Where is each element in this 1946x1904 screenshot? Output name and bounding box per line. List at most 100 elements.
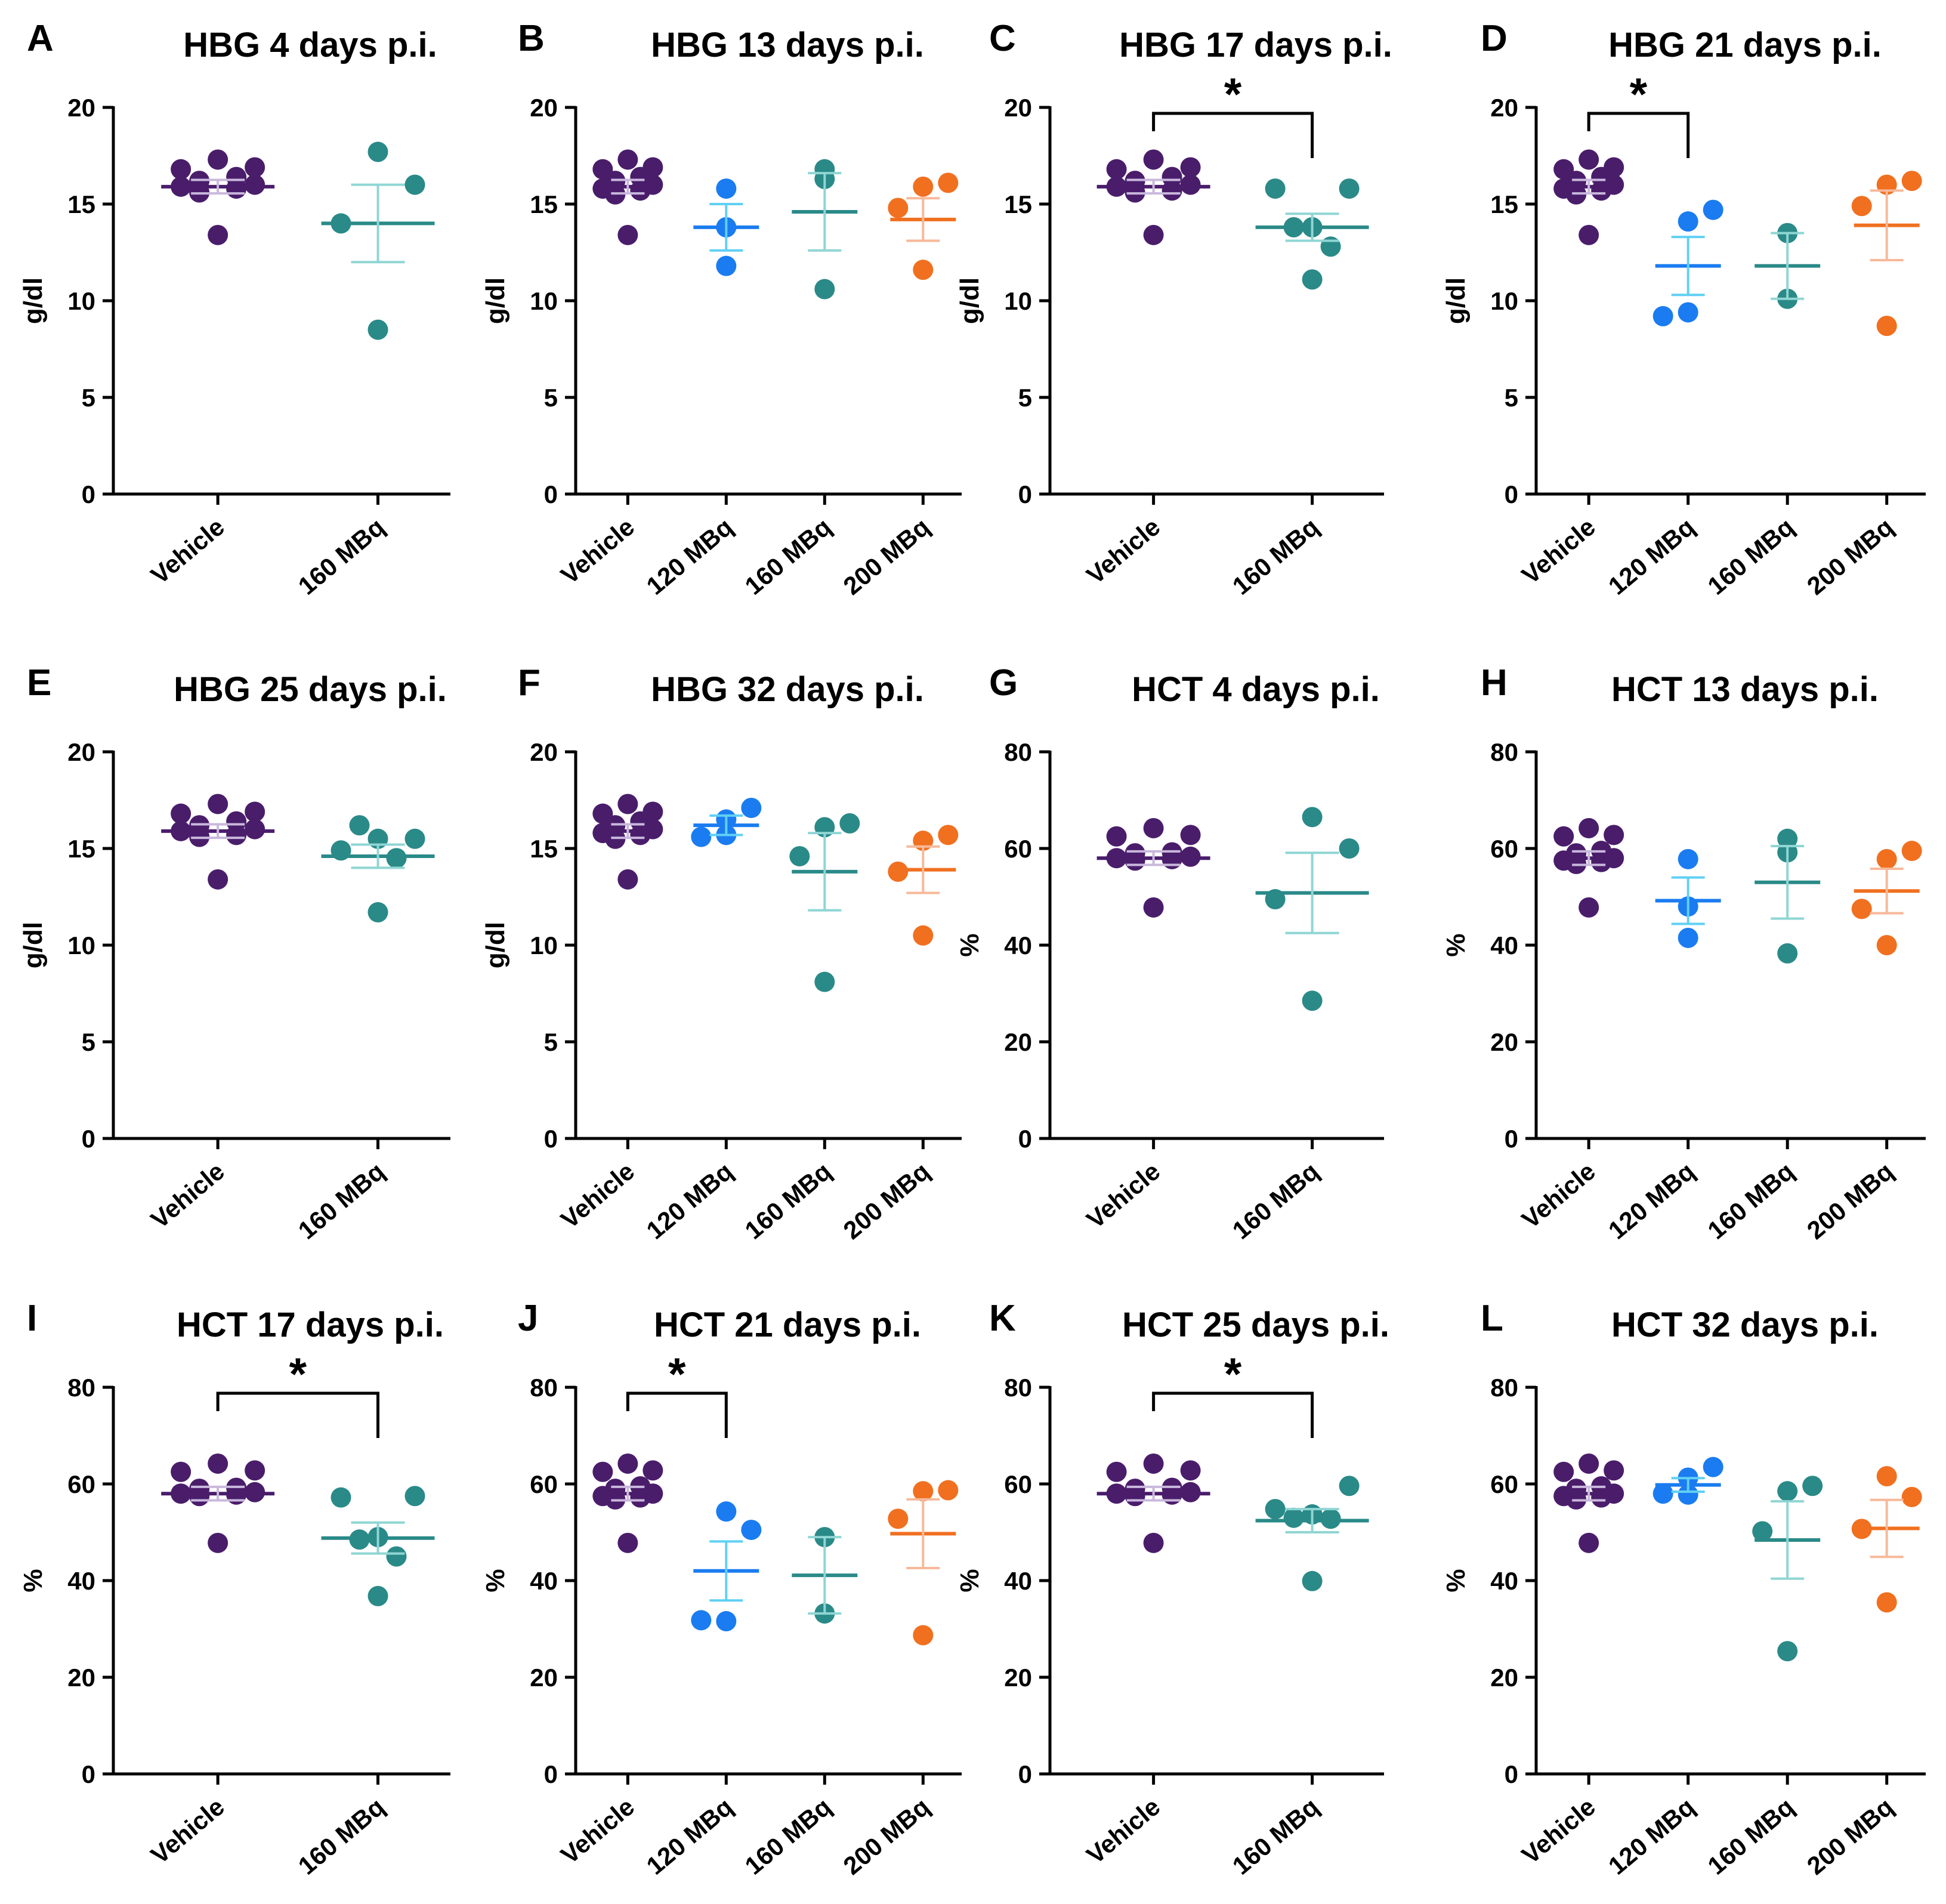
y-tick-label: 20 <box>1004 1664 1032 1692</box>
data-point <box>1566 1479 1587 1499</box>
panel-title: HBG 21 days p.i. <box>1608 26 1882 64</box>
y-tick-label: 80 <box>1004 1374 1032 1402</box>
x-tick-label: 160 MBq <box>740 1157 837 1245</box>
data-point <box>1876 935 1897 955</box>
x-tick-label: Vehicle <box>1516 513 1601 590</box>
data-point <box>171 1461 191 1482</box>
data-point <box>716 255 737 276</box>
y-tick-label: 0 <box>82 480 95 508</box>
x-tick-label: Vehicle <box>146 1792 230 1869</box>
data-point <box>1320 236 1341 257</box>
y-tick-label: 0 <box>1505 480 1518 508</box>
panel-label: K <box>989 1298 1016 1339</box>
y-tick-label: 5 <box>82 1028 95 1056</box>
x-tick-label: Vehicle <box>1516 1792 1601 1869</box>
series-160-mbq <box>321 141 435 340</box>
data-point <box>367 319 388 340</box>
series-vehicle <box>161 1453 275 1553</box>
panel-J: J HCT 21 days p.i. 0 20 40 60 80% Vehicle 120 MB… <box>481 1298 962 1880</box>
x-tick-label: 200 MBq <box>838 1157 935 1245</box>
data-point <box>1579 897 1599 918</box>
data-point <box>1851 196 1872 217</box>
x-tick-label: 120 MBq <box>641 1792 739 1880</box>
panel-title: HCT 17 days p.i. <box>177 1306 444 1344</box>
y-tick-label: 40 <box>1490 1567 1518 1595</box>
data-point <box>814 279 835 300</box>
significance-star: * <box>668 1349 686 1400</box>
bracket-line <box>1152 112 1314 158</box>
series-200-mbq <box>1851 841 1922 955</box>
data-point <box>367 902 388 922</box>
x-tick-label: 120 MBq <box>641 513 739 600</box>
panel-title: HBG 32 days p.i. <box>651 670 924 709</box>
series-160-mbq <box>1755 223 1821 309</box>
panel-label: B <box>518 18 545 59</box>
data-point <box>617 794 638 814</box>
data-point <box>1302 1570 1323 1591</box>
data-point <box>913 925 934 946</box>
x-tick-label: Vehicle <box>146 1157 230 1234</box>
y-tick-label: 20 <box>67 738 95 766</box>
data-point <box>1579 224 1599 245</box>
x-tick-label: 160 MBq <box>293 513 390 600</box>
panel-E: E HBG 25 days p.i. 0 5 10 15 20 g/dl Vehicle 160 … <box>18 662 450 1245</box>
x-tick-label: 160 MBq <box>1702 1157 1799 1245</box>
y-axis-label: g/dl <box>18 277 48 324</box>
series-200-mbq <box>1851 1466 1922 1613</box>
data-point <box>617 149 638 170</box>
data-point <box>1678 927 1698 948</box>
x-tick-label: Vehicle <box>1081 513 1165 590</box>
panel-F: F HBG 32 days p.i. 0 5 10 15 20 g/dl Vehicle 120 … <box>481 662 962 1245</box>
data-point <box>1339 178 1360 199</box>
data-point <box>171 159 191 180</box>
data-point <box>691 826 712 847</box>
data-point <box>1339 1476 1360 1496</box>
data-point <box>367 141 388 162</box>
y-tick-label: 15 <box>1490 190 1518 218</box>
data-point <box>1777 1641 1798 1662</box>
data-point <box>888 1508 909 1529</box>
series-vehicle <box>1096 149 1210 245</box>
y-axis-label: g/dl <box>18 922 48 968</box>
x-tick-label: Vehicle <box>1081 1157 1165 1234</box>
data-point <box>1283 1507 1304 1528</box>
data-point <box>1579 1453 1599 1474</box>
data-point <box>1901 171 1922 192</box>
data-point <box>716 178 737 199</box>
panel-G: G HCT 4 days p.i. 0 20 40 60 80% Vehicle 160 MBq <box>955 662 1384 1245</box>
series-120-mbq <box>691 1501 762 1632</box>
data-point <box>189 1479 210 1499</box>
y-tick-label: 5 <box>544 1028 558 1056</box>
data-point <box>1678 848 1698 869</box>
data-point <box>1604 157 1624 178</box>
y-tick-label: 40 <box>67 1567 95 1595</box>
y-tick-label: 5 <box>1018 384 1032 412</box>
y-tick-label: 10 <box>67 931 95 959</box>
y-tick-label: 60 <box>67 1470 95 1498</box>
y-tick-label: 80 <box>1490 1374 1518 1402</box>
data-point <box>1143 1453 1164 1474</box>
data-point <box>1652 1483 1673 1504</box>
y-tick-label: 5 <box>1505 384 1518 412</box>
data-point <box>938 172 959 193</box>
series-vehicle <box>1553 149 1624 245</box>
panel-C: C HBG 17 days p.i. 0 5 10 15 20 g/dl Vehicle 160 … <box>955 18 1392 600</box>
y-tick-label: 0 <box>1018 1760 1032 1788</box>
y-tick-label: 80 <box>530 1374 558 1402</box>
data-point <box>1777 943 1798 964</box>
x-tick-label: 200 MBq <box>1802 513 1899 600</box>
data-point <box>386 1546 407 1567</box>
series-vehicle <box>592 149 663 245</box>
data-point <box>605 1479 626 1499</box>
x-tick-label: 160 MBq <box>1227 1157 1324 1245</box>
data-point <box>245 1460 265 1481</box>
y-tick-label: 0 <box>1505 1125 1518 1153</box>
y-axis-label: % <box>955 933 984 956</box>
series-160-mbq <box>792 159 858 300</box>
y-tick-label: 20 <box>1490 94 1518 122</box>
y-tick-label: 60 <box>530 1470 558 1498</box>
data-point <box>1553 826 1574 847</box>
y-tick-label: 0 <box>544 480 558 508</box>
data-point <box>741 1519 762 1540</box>
